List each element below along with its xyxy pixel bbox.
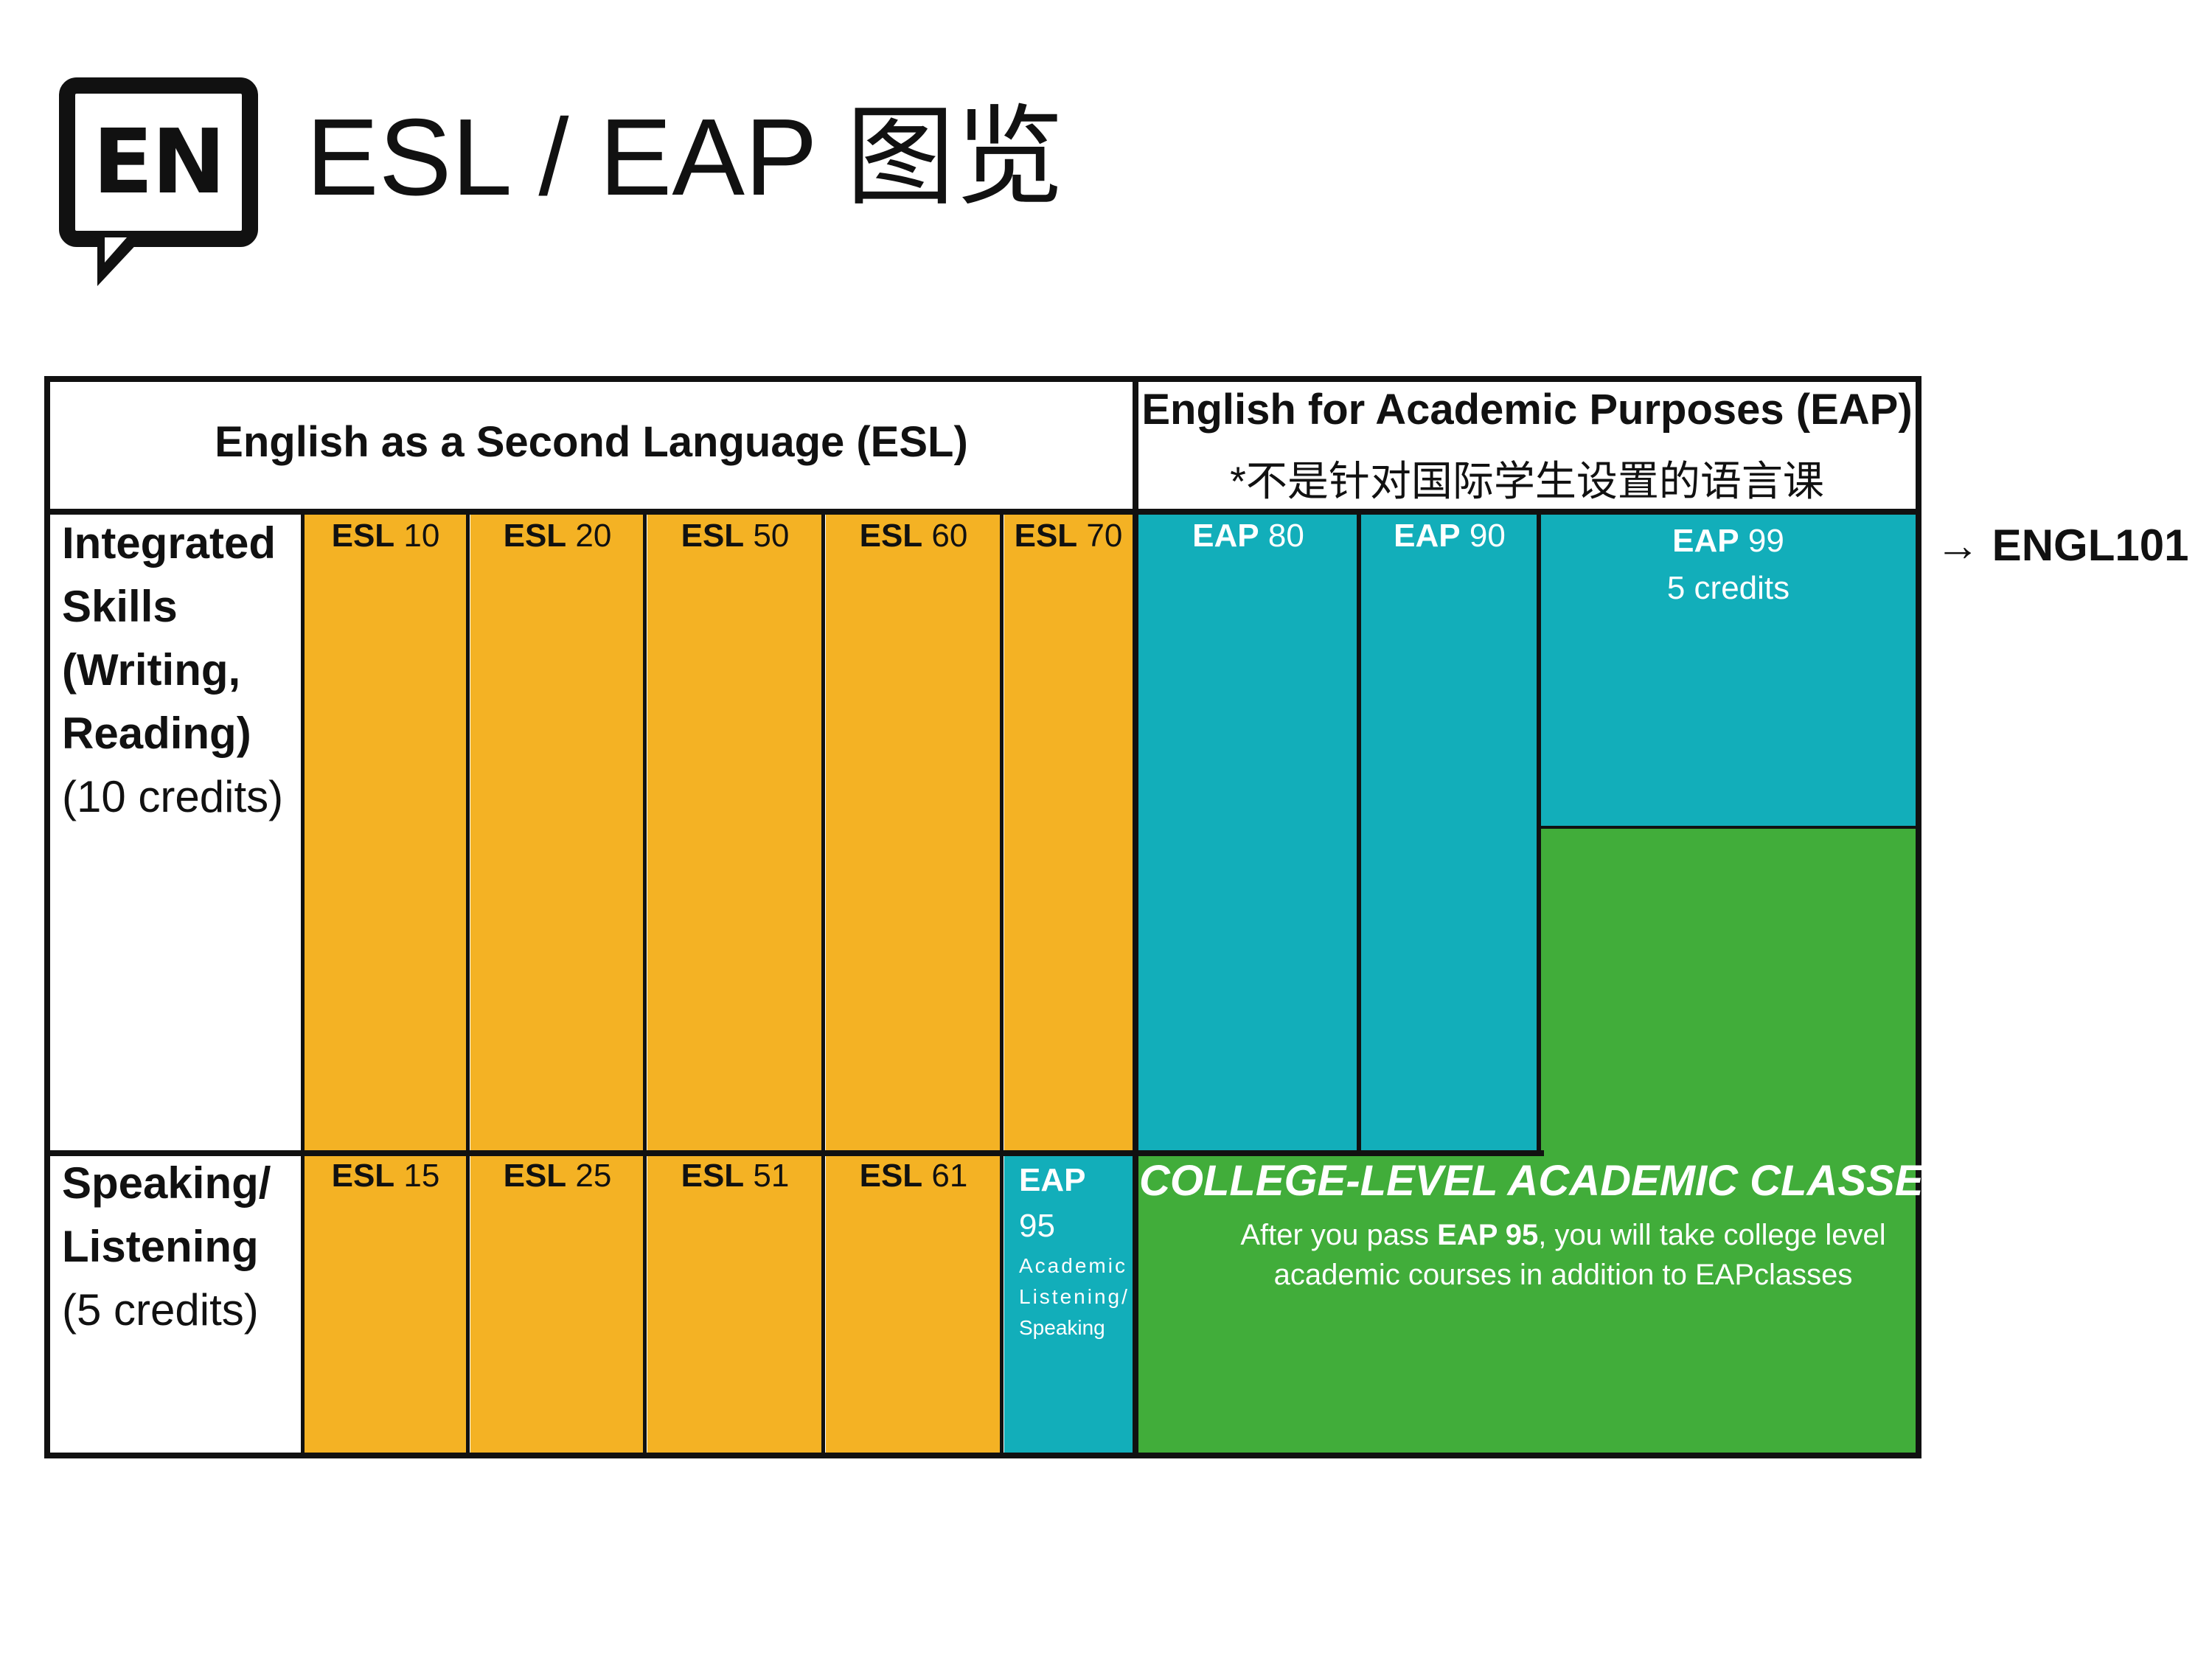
table-border-bottom (44, 1453, 1921, 1458)
course-number: 90 (1469, 518, 1506, 554)
college-block-upper (1541, 829, 1916, 1158)
cell-esl-20 (470, 515, 644, 1153)
course-esl-50: ESL 50 (647, 518, 823, 554)
col-divider-1 (466, 509, 470, 1458)
course-eap-95: EAP 95 Academic Listening/ Speaking (1019, 1158, 1137, 1343)
row-label-line: Skills (62, 582, 178, 631)
course-eap-80: EAP 80 (1138, 518, 1358, 554)
cell-esl-70 (1004, 515, 1133, 1153)
course-prefix: ESL (503, 1158, 567, 1194)
en-logo-text: EN (92, 111, 226, 214)
cell-eap-99 (1541, 515, 1916, 826)
col-divider-4 (1000, 509, 1004, 1458)
course-subtitle-line: Listening/ (1019, 1285, 1130, 1308)
row-label-line: Speaking/ (62, 1158, 271, 1208)
college-block-lower (1138, 1153, 1916, 1453)
cell-eap-95 (1004, 1156, 1133, 1453)
cell-esl-25 (470, 1156, 644, 1453)
course-esl-61: ESL 61 (826, 1158, 1001, 1194)
course-prefix: ESL (681, 1158, 745, 1194)
course-esl-70: ESL 70 (1004, 518, 1133, 554)
course-number: 70 (1086, 518, 1123, 554)
course-eap-90: EAP 90 (1361, 518, 1538, 554)
course-number: 99 (1747, 523, 1784, 559)
next-course: → ENGL101 (1935, 520, 2188, 571)
course-number: 80 (1267, 518, 1304, 554)
course-prefix: ESL (503, 518, 567, 554)
table-border-right (1916, 376, 1921, 1458)
course-esl-51: ESL 51 (647, 1158, 823, 1194)
course-number: 10 (403, 518, 440, 554)
eap99-bottom-border (1538, 826, 1919, 829)
course-prefix: EAP (1019, 1162, 1086, 1198)
col-divider-2 (643, 509, 647, 1458)
course-prefix: ESL (331, 518, 395, 554)
course-prefix: EAP (1394, 518, 1461, 554)
row-label-line: Listening (62, 1222, 259, 1271)
arrow-right-icon: → (1935, 521, 1980, 570)
row-credits: (5 credits) (62, 1285, 259, 1335)
course-number: 95 (1019, 1208, 1055, 1244)
course-eap-99: EAP 99 5 credits (1541, 518, 1916, 612)
table-border-left (44, 376, 50, 1458)
row-label-line: Reading) (62, 709, 251, 758)
label-column-divider (301, 509, 305, 1458)
course-prefix: ESL (681, 518, 745, 554)
course-prefix: ESL (331, 1158, 395, 1194)
esl-eap-divider (1133, 376, 1138, 1458)
course-prefix: EAP (1672, 523, 1739, 559)
college-body-bold: EAP 95 (1437, 1219, 1539, 1251)
course-esl-60: ESL 60 (826, 518, 1001, 554)
course-number: 50 (753, 518, 790, 554)
course-number: 60 (931, 518, 968, 554)
course-number: 25 (575, 1158, 612, 1194)
row-label-speaking: Speaking/ Listening (5 credits) (62, 1152, 298, 1342)
college-body-text: , you will take college level (1538, 1219, 1886, 1251)
table-border-top (44, 376, 1921, 382)
row-label-line: (Writing, (62, 645, 241, 695)
col-divider-eap-80-90 (1357, 509, 1361, 1153)
cell-esl-60 (826, 515, 1001, 1153)
next-course-label: ENGL101 (1992, 521, 2189, 570)
cell-eap-90 (1361, 515, 1538, 1153)
course-credits: 5 credits (1666, 570, 1790, 606)
course-prefix: EAP (1192, 518, 1259, 554)
course-prefix: ESL (859, 1158, 923, 1194)
course-number: 51 (753, 1158, 790, 1194)
eap-note: *不是针对国际学生设置的语言课 (1230, 458, 1824, 504)
page-title: ESL / EAP 图览 (306, 97, 1065, 218)
college-block-body: After you pass EAP 95, you will take col… (1224, 1215, 1902, 1295)
college-body-text: After you pass (1240, 1219, 1438, 1251)
col-divider-3 (821, 509, 825, 1458)
eap-header: English for Academic Purposes (EAP) (1141, 386, 1913, 434)
speech-bubble-tail-icon (88, 234, 142, 286)
course-prefix: ESL (859, 518, 923, 554)
course-number: 20 (575, 518, 612, 554)
course-esl-10: ESL 10 (304, 518, 467, 554)
esl-header: English as a Second Language (ESL) (215, 418, 968, 466)
course-esl-15: ESL 15 (304, 1158, 467, 1194)
course-subtitle-line: Speaking (1019, 1316, 1105, 1339)
college-body-text: academic courses in addition to EAPclass… (1273, 1259, 1853, 1291)
cell-eap-80 (1138, 515, 1358, 1153)
row-label-integrated: Integrated Skills (Writing, Reading) (10… (62, 512, 298, 829)
row-divider-left (44, 1150, 1138, 1156)
course-esl-20: ESL 20 (470, 518, 644, 554)
cell-esl-15 (304, 1156, 467, 1453)
col-divider-eap-90-99 (1537, 509, 1541, 1153)
cell-esl-51 (647, 1156, 823, 1453)
course-number: 15 (403, 1158, 440, 1194)
row-credits: (10 credits) (62, 772, 284, 821)
cell-esl-10 (304, 515, 467, 1153)
course-esl-25: ESL 25 (470, 1158, 644, 1194)
row-label-line: Integrated (62, 518, 276, 568)
row-divider-eap (1135, 1150, 1544, 1156)
header-divider (44, 509, 1921, 515)
cell-esl-50 (647, 515, 823, 1153)
course-number: 61 (931, 1158, 968, 1194)
cell-esl-61 (826, 1156, 1001, 1453)
college-block-title: COLLEGE-LEVEL ACADEMIC CLASSES (1139, 1157, 1952, 1205)
course-subtitle-line: Academic (1019, 1254, 1127, 1277)
course-prefix: ESL (1014, 518, 1078, 554)
